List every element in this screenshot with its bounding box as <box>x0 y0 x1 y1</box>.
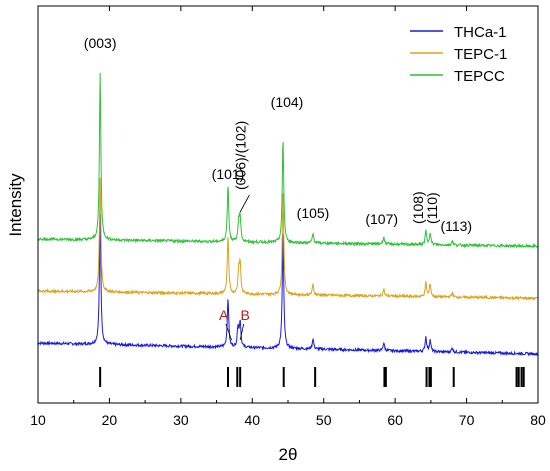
annotation-105: (105) <box>297 205 330 221</box>
annotation-110: (110) <box>424 192 440 224</box>
annotation-a: A <box>219 307 229 323</box>
x-tick-label: 30 <box>173 412 189 428</box>
annotation-108: (108) <box>410 191 426 224</box>
legend-label-thca-1: THCa-1 <box>454 24 507 41</box>
annotation-a-pointer <box>225 323 232 341</box>
annotation-107: (107) <box>365 211 398 227</box>
annotation-104: (104) <box>271 94 304 110</box>
x-tick-label: 10 <box>30 412 46 428</box>
series-line-thca-1 <box>37 213 539 357</box>
annotation-003: (003) <box>84 35 117 51</box>
annotation-101: (101) <box>212 166 245 182</box>
annotation-b-pointer <box>239 323 245 341</box>
annotation-006-102-pointer <box>239 194 250 213</box>
x-tick-label: 20 <box>102 412 118 428</box>
legend-box <box>405 13 533 77</box>
plot-area <box>37 72 539 357</box>
x-tick-label: 40 <box>244 412 260 428</box>
annotation-b: B <box>240 307 249 323</box>
x-axis: 10 20 30 40 50 60 70 80 <box>30 6 546 428</box>
legend-label-tepcc: TEPCC <box>454 68 505 85</box>
annotation-006-102: (006)/(102) <box>232 121 248 190</box>
x-tick-label: 50 <box>316 412 332 428</box>
x-tick-label: 80 <box>530 412 546 428</box>
series-line-tepc-1 <box>37 177 539 302</box>
legend: THCa-1 TEPC-1 TEPCC <box>405 13 533 85</box>
series-line-tepcc <box>37 72 538 249</box>
legend-label-tepc-1: TEPC-1 <box>454 46 507 63</box>
x-tick-label: 60 <box>387 412 403 428</box>
x-axis-label: 2θ <box>279 445 298 464</box>
x-tick-label: 70 <box>459 412 475 428</box>
y-axis-label: Intensity <box>6 173 25 237</box>
annotation-113: (113) <box>440 218 472 234</box>
reference-ticks <box>99 367 525 387</box>
peak-annotations: (003) (101)(006)/(102) (104) (105) (107) (108… <box>84 35 472 341</box>
